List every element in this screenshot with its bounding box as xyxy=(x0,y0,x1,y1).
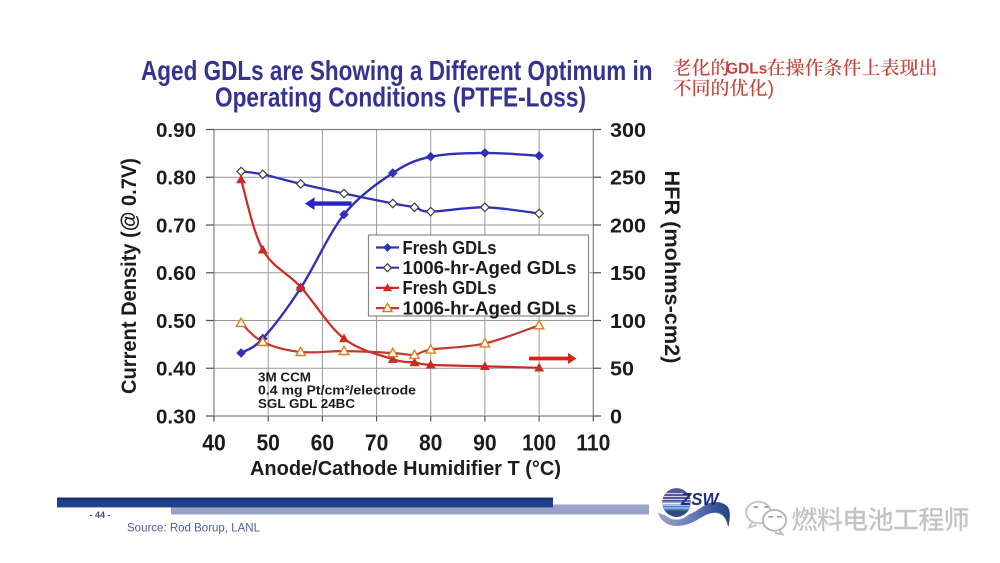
svg-text:300: 300 xyxy=(610,119,646,142)
svg-text:Fresh GDLs: Fresh GDLs xyxy=(403,238,497,258)
svg-text:0.70: 0.70 xyxy=(156,214,196,237)
svg-text:3M CCM: 3M CCM xyxy=(258,371,311,385)
svg-text:Source: Rod Borup, LANL: Source: Rod Borup, LANL xyxy=(127,521,260,535)
svg-text:0: 0 xyxy=(610,405,622,428)
svg-text:Current Density (@ 0.7V): Current Density (@ 0.7V) xyxy=(117,158,141,394)
svg-text:- 44 -: - 44 - xyxy=(89,510,110,520)
svg-text:100: 100 xyxy=(522,430,556,456)
svg-text:110: 110 xyxy=(576,430,610,456)
svg-text:90: 90 xyxy=(473,430,497,456)
svg-text:50: 50 xyxy=(610,358,634,381)
svg-text:Fresh GDLs: Fresh GDLs xyxy=(403,278,497,298)
svg-text:HFR (mohms-cm2): HFR (mohms-cm2) xyxy=(660,171,684,364)
svg-text:1006-hr-Aged GDLs: 1006-hr-Aged GDLs xyxy=(403,298,577,318)
svg-text:0.80: 0.80 xyxy=(156,167,196,190)
svg-text:70: 70 xyxy=(365,430,389,456)
svg-text:40: 40 xyxy=(202,430,226,456)
svg-text:1006-hr-Aged GDLs: 1006-hr-Aged GDLs xyxy=(403,258,577,278)
svg-text:0.40: 0.40 xyxy=(156,358,196,381)
svg-text:50: 50 xyxy=(256,430,280,456)
svg-text:ZSW: ZSW xyxy=(680,489,720,509)
svg-text:Aged GDLs are Showing a Differ: Aged GDLs are Showing a Different Optimu… xyxy=(141,55,653,86)
svg-text:0.4 mg Pt/cm²/electrode: 0.4 mg Pt/cm²/electrode xyxy=(258,384,416,398)
svg-text:Operating Conditions (PTFE-Los: Operating Conditions (PTFE-Loss) xyxy=(215,82,586,113)
svg-text:Anode/Cathode Humidifier T (°C: Anode/Cathode Humidifier T (°C) xyxy=(250,458,561,480)
svg-text:0.30: 0.30 xyxy=(156,405,196,428)
svg-text:0.90: 0.90 xyxy=(156,119,196,142)
svg-text:0.50: 0.50 xyxy=(156,310,196,333)
svg-text:100: 100 xyxy=(610,310,646,333)
svg-text:80: 80 xyxy=(419,430,443,456)
svg-text:200: 200 xyxy=(610,214,646,237)
svg-text:SGL GDL 24BC: SGL GDL 24BC xyxy=(258,397,355,411)
svg-text:60: 60 xyxy=(311,430,335,456)
svg-text:0.60: 0.60 xyxy=(156,262,196,285)
svg-text:250: 250 xyxy=(610,167,646,190)
svg-text:150: 150 xyxy=(610,262,646,285)
